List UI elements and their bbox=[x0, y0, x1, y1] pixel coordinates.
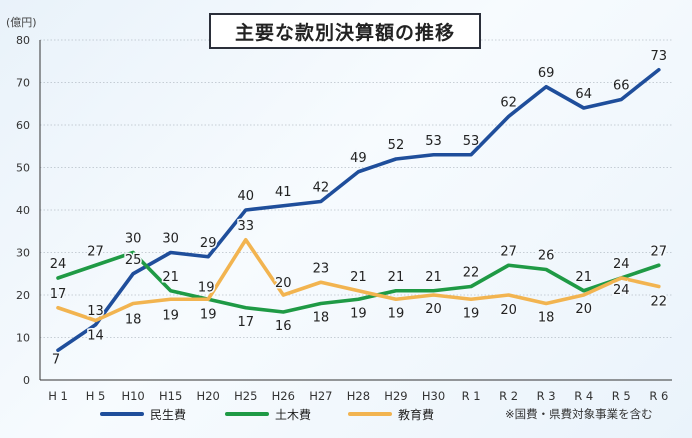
x-tick-label: H20 bbox=[197, 389, 220, 403]
y-tick-label: 0 bbox=[23, 374, 30, 387]
data-label: 21 bbox=[350, 270, 367, 285]
data-label: 18 bbox=[313, 311, 330, 326]
data-label: 19 bbox=[350, 306, 367, 321]
x-tick-label: H 5 bbox=[86, 389, 106, 403]
legend-item-minsei: 民生費 bbox=[100, 404, 186, 424]
data-label: 24 bbox=[613, 283, 630, 298]
y-tick-label: 80 bbox=[16, 34, 30, 47]
x-tick-label: H27 bbox=[309, 389, 332, 403]
x-tick-label: H30 bbox=[422, 389, 445, 403]
data-label: 7 bbox=[52, 352, 60, 367]
chart: 0 10 20 30 40 50 60 70 80 H 1 H 5 H10 H15 H20 H25 H26 H2… bbox=[0, 0, 692, 438]
data-label: 66 bbox=[613, 79, 630, 94]
chart-title-text: 主要な款別決算額の推移 bbox=[235, 18, 455, 45]
data-label: 20 bbox=[575, 302, 592, 317]
data-label: 69 bbox=[538, 66, 555, 81]
legend-swatch-doboku bbox=[225, 412, 269, 416]
y-tick-label: 60 bbox=[16, 119, 30, 132]
data-label: 30 bbox=[162, 232, 179, 247]
footnote: ※国費・県費対象事業を含む bbox=[505, 406, 653, 422]
legend-swatch-kyoiku bbox=[348, 412, 392, 416]
data-label: 24 bbox=[50, 257, 67, 272]
data-label: 52 bbox=[388, 138, 405, 153]
data-label: 73 bbox=[651, 49, 668, 64]
y-tick-label: 70 bbox=[16, 77, 30, 90]
data-label: 21 bbox=[575, 270, 592, 285]
data-label: 16 bbox=[275, 319, 292, 334]
data-label: 62 bbox=[500, 96, 517, 111]
data-label: 27 bbox=[500, 244, 517, 259]
data-label: 25 bbox=[125, 253, 142, 268]
x-tick-label: H26 bbox=[272, 389, 295, 403]
data-label: 18 bbox=[125, 313, 142, 328]
x-tick-label: H29 bbox=[384, 389, 407, 403]
x-tick-label: R 4 bbox=[574, 389, 593, 403]
x-tick-label: H28 bbox=[347, 389, 370, 403]
x-tick-label: H10 bbox=[121, 389, 144, 403]
data-label: 13 bbox=[87, 304, 104, 319]
data-label: 27 bbox=[651, 244, 668, 259]
x-tick-label: R 1 bbox=[462, 389, 481, 403]
data-label: 19 bbox=[162, 308, 179, 323]
y-tick-label: 40 bbox=[16, 204, 30, 217]
data-label: 19 bbox=[388, 306, 405, 321]
data-label: 22 bbox=[463, 266, 480, 281]
legend-item-kyoiku: 教育費 bbox=[348, 404, 434, 424]
chart-canvas: 0 10 20 30 40 50 60 70 80 H 1 H 5 H10 H15 H20 H25 H26 H2… bbox=[0, 0, 692, 438]
x-tick-label: R 5 bbox=[612, 389, 631, 403]
y-tick-label: 30 bbox=[16, 247, 30, 260]
legend-label-minsei: 民生費 bbox=[150, 406, 186, 423]
data-label: 19 bbox=[198, 280, 215, 295]
legend-swatch-minsei bbox=[100, 412, 144, 416]
data-label: 22 bbox=[651, 295, 668, 310]
data-label: 20 bbox=[275, 276, 292, 291]
data-label: 18 bbox=[538, 311, 555, 326]
legend-label-kyoiku: 教育費 bbox=[398, 406, 434, 423]
data-label: 17 bbox=[237, 315, 254, 330]
data-label: 53 bbox=[463, 134, 480, 149]
data-label: 23 bbox=[313, 261, 330, 276]
data-label: 27 bbox=[87, 244, 104, 259]
y-axis-unit: (億円) bbox=[6, 14, 37, 30]
legend-item-doboku: 土木費 bbox=[225, 404, 311, 424]
data-label: 21 bbox=[388, 270, 405, 285]
data-label: 30 bbox=[125, 232, 142, 247]
data-label: 41 bbox=[275, 185, 292, 200]
x-tick-label: R 2 bbox=[499, 389, 518, 403]
x-tick-label: H 1 bbox=[48, 389, 68, 403]
data-label: 14 bbox=[87, 329, 104, 344]
y-tick-label: 50 bbox=[16, 162, 30, 175]
y-tick-label: 10 bbox=[16, 332, 30, 345]
data-label: 19 bbox=[200, 307, 217, 322]
x-tick-label: H15 bbox=[159, 389, 182, 403]
x-tick-label: R 3 bbox=[537, 389, 556, 403]
data-label: 64 bbox=[575, 87, 592, 102]
x-tick-label: H25 bbox=[234, 389, 257, 403]
data-label: 21 bbox=[425, 270, 442, 285]
data-label: 17 bbox=[50, 287, 67, 302]
chart-title: 主要な款別決算額の推移 bbox=[209, 13, 481, 49]
data-label: 33 bbox=[237, 219, 254, 234]
legend-label-doboku: 土木費 bbox=[275, 406, 311, 423]
data-label: 40 bbox=[237, 189, 254, 204]
data-label: 20 bbox=[500, 303, 517, 318]
data-label: 53 bbox=[425, 134, 442, 149]
x-tick-label: R 6 bbox=[649, 389, 668, 403]
data-label: 19 bbox=[463, 306, 480, 321]
data-label: 20 bbox=[425, 302, 442, 317]
y-tick-label: 20 bbox=[16, 289, 30, 302]
data-label: 21 bbox=[162, 270, 179, 285]
data-label: 29 bbox=[200, 236, 217, 251]
data-label: 49 bbox=[350, 151, 367, 166]
data-label: 26 bbox=[538, 249, 555, 264]
data-label: 24 bbox=[613, 257, 630, 272]
data-label: 42 bbox=[313, 181, 330, 196]
